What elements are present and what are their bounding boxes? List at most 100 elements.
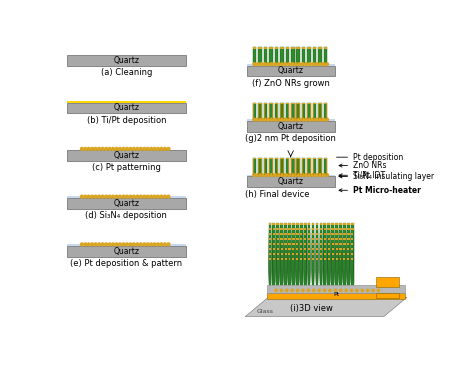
Bar [324,103,327,104]
Bar [269,228,271,283]
Circle shape [150,243,153,246]
Bar [351,248,353,275]
Circle shape [153,195,156,198]
Circle shape [146,195,149,198]
Bar [316,223,319,225]
Bar [258,158,262,175]
Bar [318,103,322,104]
Circle shape [126,147,128,150]
Bar [292,223,295,225]
Text: (c) Pt patterning: (c) Pt patterning [92,163,161,172]
Circle shape [305,63,308,66]
Bar [343,233,346,281]
Circle shape [160,147,163,150]
Bar [296,243,299,277]
Bar [247,121,335,132]
Circle shape [87,243,90,246]
Bar [304,238,306,279]
Bar [336,238,338,240]
Bar [318,158,322,160]
Bar [296,228,299,283]
Circle shape [150,195,153,198]
Bar [351,243,354,245]
Bar [289,258,291,260]
Circle shape [288,174,291,176]
Bar [313,103,314,119]
Bar [269,103,273,104]
Bar [247,175,335,176]
Bar [258,103,259,119]
Bar [304,253,306,255]
Bar [247,119,335,121]
Circle shape [273,174,276,176]
Bar [276,223,279,225]
Bar [304,233,306,235]
Bar [308,253,310,273]
Bar [319,233,322,235]
Circle shape [112,195,114,198]
Bar [286,103,289,104]
Circle shape [164,195,166,198]
Bar [331,238,334,279]
Circle shape [94,243,97,246]
Bar [343,233,346,235]
Bar [307,158,311,160]
Bar [66,101,186,103]
Bar [304,248,306,275]
Circle shape [264,118,266,121]
Bar [275,103,278,104]
Bar [312,238,314,279]
Bar [292,243,294,277]
Bar [286,47,289,64]
Bar [273,258,275,271]
Bar [275,158,278,160]
Circle shape [91,243,94,246]
Circle shape [315,63,318,66]
Circle shape [108,195,111,198]
Bar [320,253,322,255]
Bar [304,223,307,225]
Bar [343,228,346,283]
Circle shape [372,289,374,292]
Bar [255,103,256,119]
Bar [328,248,330,250]
Circle shape [253,174,255,176]
Bar [351,248,353,250]
Bar [296,233,299,235]
Text: (e) Pt deposition & pattern: (e) Pt deposition & pattern [70,259,182,268]
Circle shape [153,243,156,246]
Bar [308,258,310,260]
Bar [351,223,354,225]
Bar [283,103,284,119]
Bar [344,258,346,260]
Bar [324,233,326,235]
Bar [264,158,267,160]
Circle shape [153,147,156,150]
Circle shape [132,243,135,246]
Bar [291,158,294,175]
Bar [280,103,281,119]
Bar [281,258,283,260]
Circle shape [115,195,118,198]
Bar [288,158,289,175]
Bar [347,238,349,279]
Bar [288,228,291,230]
Bar [324,103,325,119]
Bar [336,253,337,255]
Circle shape [309,63,311,66]
Circle shape [164,243,166,246]
Circle shape [98,147,100,150]
Bar [273,228,275,230]
Bar [310,158,311,175]
Circle shape [260,63,263,66]
Circle shape [108,147,111,150]
Polygon shape [376,277,399,286]
Bar [66,103,186,113]
Bar [276,233,279,281]
Circle shape [366,289,369,292]
Circle shape [98,195,100,198]
Bar [276,228,279,283]
Bar [297,103,300,104]
Bar [296,228,299,230]
Bar [299,158,300,175]
